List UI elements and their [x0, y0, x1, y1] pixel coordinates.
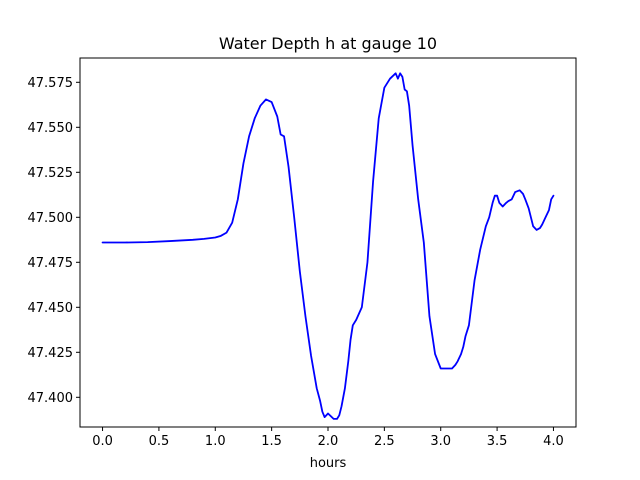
- x-tick-label: 2.5: [374, 434, 395, 449]
- x-axis-ticks: 0.0 0.5 1.0 1.5 2.0 2.5 3.0 3.5 4.0: [92, 427, 564, 449]
- y-tick-label: 47.575: [28, 76, 74, 91]
- x-tick-label: 3.5: [487, 434, 508, 449]
- y-tick-label: 47.450: [28, 301, 74, 316]
- x-tick-label: 1.0: [205, 434, 226, 449]
- x-tick-label: 1.5: [261, 434, 282, 449]
- y-tick-label: 47.400: [28, 391, 74, 406]
- y-tick-label: 47.500: [28, 211, 74, 226]
- y-axis-ticks: 47.400 47.425 47.450 47.475 47.500 47.525 47.5…: [28, 76, 80, 406]
- chart-title: Water Depth h at gauge 10: [219, 34, 437, 53]
- x-tick-label: 0.5: [149, 434, 170, 449]
- x-tick-label: 0.0: [92, 434, 113, 449]
- plot-area: [79, 57, 577, 428]
- y-tick-label: 47.475: [28, 256, 74, 271]
- series-line: [101, 72, 555, 420]
- y-tick-label: 47.425: [28, 346, 74, 361]
- x-tick-label: 2.0: [318, 434, 339, 449]
- x-tick-label: 4.0: [543, 434, 564, 449]
- axes-frame: [79, 57, 577, 428]
- y-tick-label: 47.525: [28, 166, 74, 181]
- x-axis-label: hours: [310, 456, 347, 471]
- x-tick-label: 3.0: [430, 434, 451, 449]
- y-tick-label: 47.550: [28, 121, 74, 136]
